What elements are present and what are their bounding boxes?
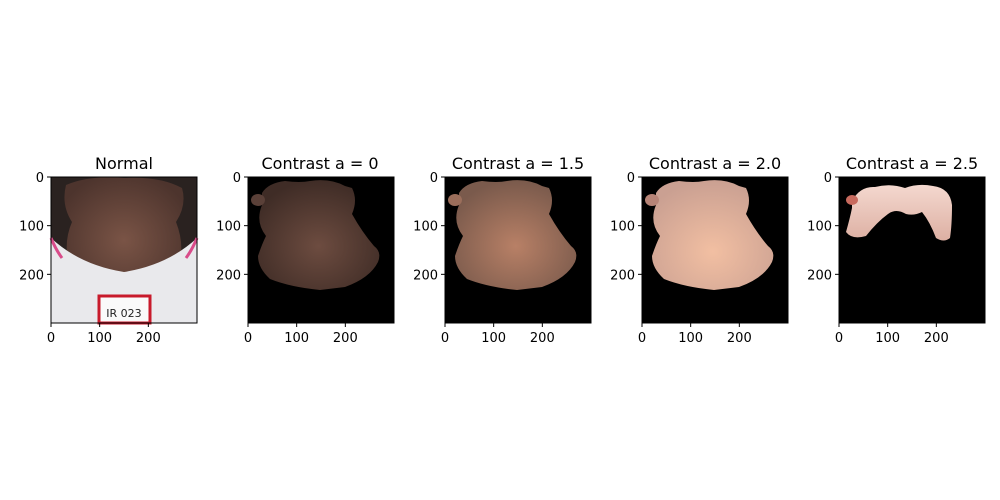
image-contrast-2-5	[839, 177, 985, 323]
x-tick-label: 200	[727, 331, 752, 346]
y-tick-label: 0	[627, 171, 635, 186]
y-tick-label: 200	[610, 268, 635, 283]
neck-mask	[652, 180, 774, 290]
panel-title: Contrast a = 2.5	[846, 154, 978, 173]
name-tag	[97, 294, 152, 325]
axes-frame	[247, 176, 395, 324]
axes-frame	[50, 176, 198, 324]
y-tick-label: 100	[413, 220, 438, 235]
image-contrast-1-5	[445, 177, 591, 323]
shirt	[51, 238, 197, 323]
axes-frame	[641, 176, 789, 324]
neck-mask	[258, 180, 380, 290]
neck-mask	[455, 180, 577, 290]
y-tick-label: 0	[430, 171, 438, 186]
axes-2: 0 100 200 0 100 200	[413, 171, 592, 346]
x-tick-label: 0	[638, 331, 646, 346]
x-tick-label: 200	[924, 331, 949, 346]
x-tick-label: 100	[284, 331, 309, 346]
axes-3: 0 100 200 0 100 200	[610, 171, 789, 346]
neck-skin	[64, 177, 184, 292]
x-tick-label: 0	[441, 331, 449, 346]
x-tick-label: 100	[87, 331, 112, 346]
x-tick-label: 0	[47, 331, 55, 346]
image-contrast-2-0	[642, 177, 788, 323]
x-tick-label: 100	[875, 331, 900, 346]
panel-contrast-0: Contrast a = 0	[248, 154, 394, 323]
name-tag-text: IR 023	[106, 307, 141, 320]
y-tick-label: 0	[36, 171, 44, 186]
x-tick-label: 200	[333, 331, 358, 346]
axes-frame	[444, 176, 592, 324]
y-tick-label: 0	[824, 171, 832, 186]
image-contrast-0	[248, 177, 394, 323]
panel-title: Normal	[95, 154, 153, 173]
panel-title: Contrast a = 2.0	[649, 154, 781, 173]
panel-contrast-2-0: Contrast a = 2.0	[642, 154, 788, 323]
y-tick-label: 0	[233, 171, 241, 186]
y-tick-label: 200	[413, 268, 438, 283]
y-tick-label: 200	[19, 268, 44, 283]
x-tick-label: 0	[244, 331, 252, 346]
panel-title: Contrast a = 1.5	[452, 154, 584, 173]
panel-title: Contrast a = 0	[261, 154, 378, 173]
y-tick-label: 200	[216, 268, 241, 283]
y-tick-label: 200	[807, 268, 832, 283]
x-tick-label: 200	[136, 331, 161, 346]
y-tick-label: 100	[19, 220, 44, 235]
x-tick-label: 0	[835, 331, 843, 346]
neck-mask-partial	[846, 184, 952, 241]
panel-normal: Normal IR 023	[49, 154, 199, 325]
x-tick-label: 100	[481, 331, 506, 346]
axes-4: 0 100 200 0 100 200	[807, 171, 986, 346]
y-tick-label: 100	[807, 220, 832, 235]
axes-0: 0 100 200 0 100 200	[19, 171, 198, 346]
x-tick-label: 200	[530, 331, 555, 346]
y-tick-label: 100	[610, 220, 635, 235]
x-tick-label: 100	[678, 331, 703, 346]
y-tick-label: 100	[216, 220, 241, 235]
panel-contrast-2-5: Contrast a = 2.5	[839, 154, 985, 323]
image-normal: IR 023	[49, 177, 199, 325]
axes-frame	[838, 176, 986, 324]
axes-1: 0 100 200 0 100 200	[216, 171, 395, 346]
panel-contrast-1-5: Contrast a = 1.5	[445, 154, 591, 323]
